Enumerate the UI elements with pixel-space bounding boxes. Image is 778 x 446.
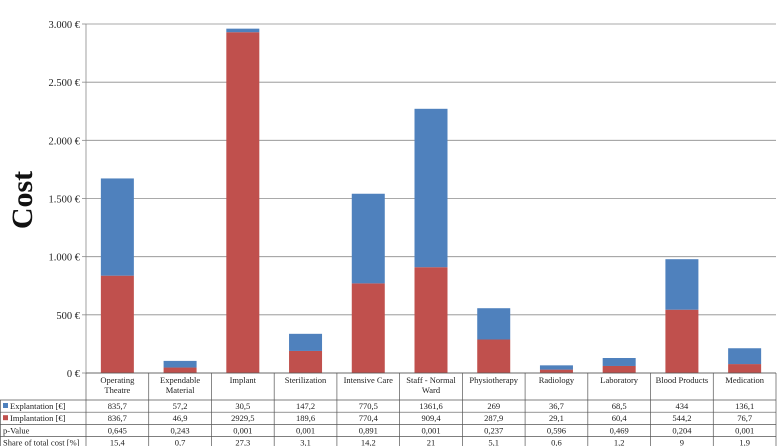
y-tick-label: 2.000 € — [49, 136, 81, 147]
bar-explantation — [226, 28, 260, 33]
table-cell: 1,2 — [614, 438, 625, 446]
table-cell: 5,1 — [488, 438, 499, 446]
bar-explantation — [100, 178, 134, 276]
category-label: Radiology — [539, 375, 575, 385]
table-cell: 14,2 — [361, 438, 376, 446]
bar-implantation — [100, 275, 134, 373]
table-cell: 189,6 — [296, 413, 315, 423]
table-cell: 0,204 — [672, 425, 692, 435]
table-cell: 770,4 — [359, 413, 379, 423]
table-row-label: p-Value — [3, 425, 30, 435]
table-cell: 147,2 — [296, 401, 315, 411]
legend-key — [3, 403, 8, 408]
table-cell: 0,596 — [547, 425, 566, 435]
table-cell: 36,7 — [549, 401, 564, 411]
table-cell: 68,5 — [612, 401, 627, 411]
category-label: Laboratory — [600, 375, 639, 385]
category-label: Sterilization — [285, 375, 327, 385]
category-label: Material — [166, 385, 195, 395]
bar-explantation — [163, 360, 197, 368]
bar-implantation — [728, 364, 762, 373]
bar-implantation — [351, 283, 385, 373]
table-cell: 0,6 — [551, 438, 562, 446]
category-label: Medication — [725, 375, 764, 385]
y-tick-label: 1.000 € — [49, 253, 81, 264]
table-cell: 0,001 — [233, 425, 252, 435]
bar-implantation — [414, 267, 448, 373]
y-tick-label: 1.500 € — [49, 195, 81, 206]
table-cell: 0,645 — [108, 425, 127, 435]
bar-explantation — [539, 365, 573, 370]
table-cell: 835,7 — [108, 401, 127, 411]
table-cell: 9 — [680, 438, 684, 446]
table-cell: 770,5 — [359, 401, 378, 411]
category-label: Expendable — [160, 375, 200, 385]
table-cell: 29,1 — [549, 413, 564, 423]
y-axis-title: Cost — [6, 171, 39, 229]
category-label: Blood Products — [656, 375, 709, 385]
category-label: Physiotherapy — [469, 375, 518, 385]
table-cell: 0,469 — [610, 425, 629, 435]
table-cell: 30,5 — [235, 401, 250, 411]
table-row-label: Implantation [€] — [10, 413, 66, 423]
table-cell: 15,4 — [110, 438, 126, 446]
table-cell: 60,4 — [612, 413, 628, 423]
bar-implantation — [477, 339, 511, 373]
table-cell: 0,001 — [296, 425, 315, 435]
table-cell: 136,1 — [735, 401, 754, 411]
bar-implantation — [289, 350, 323, 373]
y-tick-label: 0 € — [67, 369, 81, 380]
bar-implantation — [226, 32, 260, 373]
table-row-label: Explantation [€] — [10, 401, 66, 411]
table-row-label: Share of total cost [%] — [3, 438, 80, 446]
category-label: Theatre — [104, 385, 130, 395]
table-cell: 0,243 — [171, 425, 190, 435]
table-cell: 544,2 — [672, 413, 691, 423]
table-cell: 287,9 — [484, 413, 503, 423]
bar-explantation — [289, 333, 323, 351]
bar-explantation — [414, 108, 448, 268]
table-cell: 269 — [487, 401, 500, 411]
bar-explantation — [477, 308, 511, 340]
table-cell: 434 — [676, 401, 690, 411]
table-cell: 76,7 — [737, 413, 752, 423]
table-cell: 21 — [427, 438, 436, 446]
table-cell: 27,3 — [235, 438, 250, 446]
y-tick-label: 2.500 € — [49, 78, 81, 89]
y-tick-label: 500 € — [56, 311, 80, 322]
table-cell: 0,237 — [484, 425, 503, 435]
category-label: Staff - Normal — [406, 375, 456, 385]
bar-implantation — [665, 309, 699, 373]
table-cell: 1,9 — [739, 438, 750, 446]
bar-explantation — [351, 193, 385, 284]
table-cell: 2929,5 — [231, 413, 254, 423]
bar-explantation — [602, 358, 636, 366]
table-cell: 0,891 — [359, 425, 378, 435]
table-cell: 46,9 — [173, 413, 188, 423]
bar-explantation — [665, 259, 699, 310]
table-cell: 57,2 — [173, 401, 188, 411]
table-cell: 909,4 — [421, 413, 441, 423]
category-label: Intensive Care — [344, 375, 394, 385]
table-cell: 0,001 — [421, 425, 440, 435]
table-cell: 0,001 — [735, 425, 754, 435]
table-cell: 836,7 — [108, 413, 127, 423]
table-cell: 3,1 — [300, 438, 311, 446]
bar-implantation — [539, 369, 573, 373]
table-cell: 1361,6 — [419, 401, 442, 411]
bar-explantation — [728, 348, 762, 365]
category-label: Operating — [100, 375, 135, 385]
table-cell: 0,7 — [175, 438, 186, 446]
category-label: Ward — [422, 385, 441, 395]
category-label: Implant — [230, 375, 257, 385]
y-tick-label: 3.000 € — [49, 20, 81, 31]
bar-implantation — [163, 367, 197, 373]
bar-implantation — [602, 365, 636, 373]
legend-key — [3, 415, 8, 421]
